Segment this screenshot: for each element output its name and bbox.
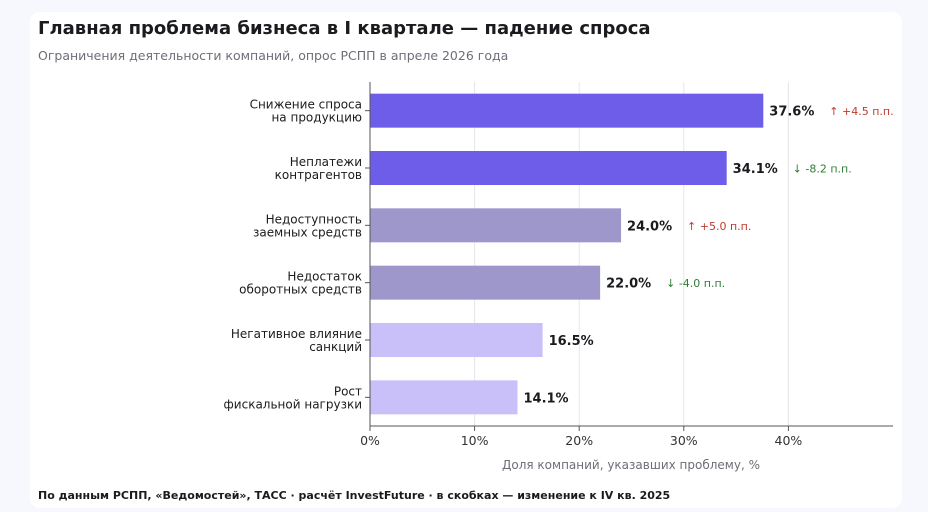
value-label: 16.5% [549, 334, 594, 349]
category-label: на продукцию [271, 111, 362, 125]
delta-label: ↓ -8.2 п.п. [793, 163, 852, 176]
category-label: Снижение спроса [250, 98, 362, 112]
value-label: 34.1% [733, 162, 778, 177]
category-label: Рост [334, 384, 362, 398]
x-tick-label: 40% [775, 433, 803, 448]
bar [370, 93, 764, 128]
value-label: 22.0% [606, 277, 651, 292]
category-label: фискальной нагрузки [224, 397, 362, 411]
bars: 37.6% ↑ +4.5 п.п. 34.1% ↓ -8.2 п.п. 24.0% ↑ +… [370, 93, 894, 415]
delta-label: ↑ +4.5 п.п. [829, 105, 893, 118]
source-note: По данным РСПП, «Ведомостей», ТАСС · рас… [38, 489, 671, 502]
delta-label: ↓ -4.0 п.п. [666, 277, 725, 290]
x-tick-label: 30% [670, 433, 698, 448]
category-label: заемных средств [253, 225, 362, 239]
chart-title: Главная проблема бизнеса в I квартале — … [38, 18, 651, 39]
x-tick-label: 20% [565, 433, 593, 448]
bar [370, 323, 543, 357]
bar [370, 380, 518, 415]
x-tick-label: 10% [461, 433, 489, 448]
category-label: Недостаток [287, 270, 362, 284]
category-label: Неплатежи [290, 155, 362, 169]
chart-subtitle: Ограничения деятельности компаний, опрос… [38, 48, 509, 63]
x-axis-label: Доля компаний, указавших проблему, % [502, 458, 760, 472]
category-label: контрагентов [275, 168, 362, 182]
value-label: 14.1% [523, 391, 568, 406]
x-tick-label: 0% [360, 433, 380, 448]
category-label: санкций [309, 340, 362, 354]
bar [370, 208, 622, 243]
bar [370, 265, 601, 300]
category-label: Недоступность [266, 212, 362, 226]
category-label: оборотных средств [239, 283, 362, 297]
delta-label: ↑ +5.0 п.п. [687, 220, 751, 233]
value-label: 24.0% [627, 219, 672, 234]
category-label: Негативное влияние [231, 327, 362, 341]
bar [370, 151, 727, 185]
value-label: 37.6% [769, 105, 814, 120]
grid-lines [474, 82, 789, 426]
